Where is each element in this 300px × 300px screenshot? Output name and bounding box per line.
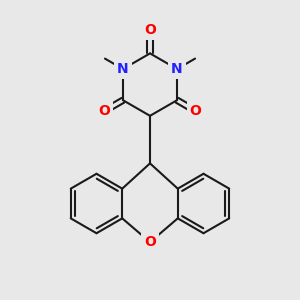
Text: O: O <box>98 104 110 118</box>
Text: O: O <box>190 104 202 118</box>
Text: O: O <box>144 235 156 249</box>
Text: N: N <box>171 62 183 76</box>
Text: O: O <box>144 23 156 37</box>
Text: N: N <box>117 62 129 76</box>
